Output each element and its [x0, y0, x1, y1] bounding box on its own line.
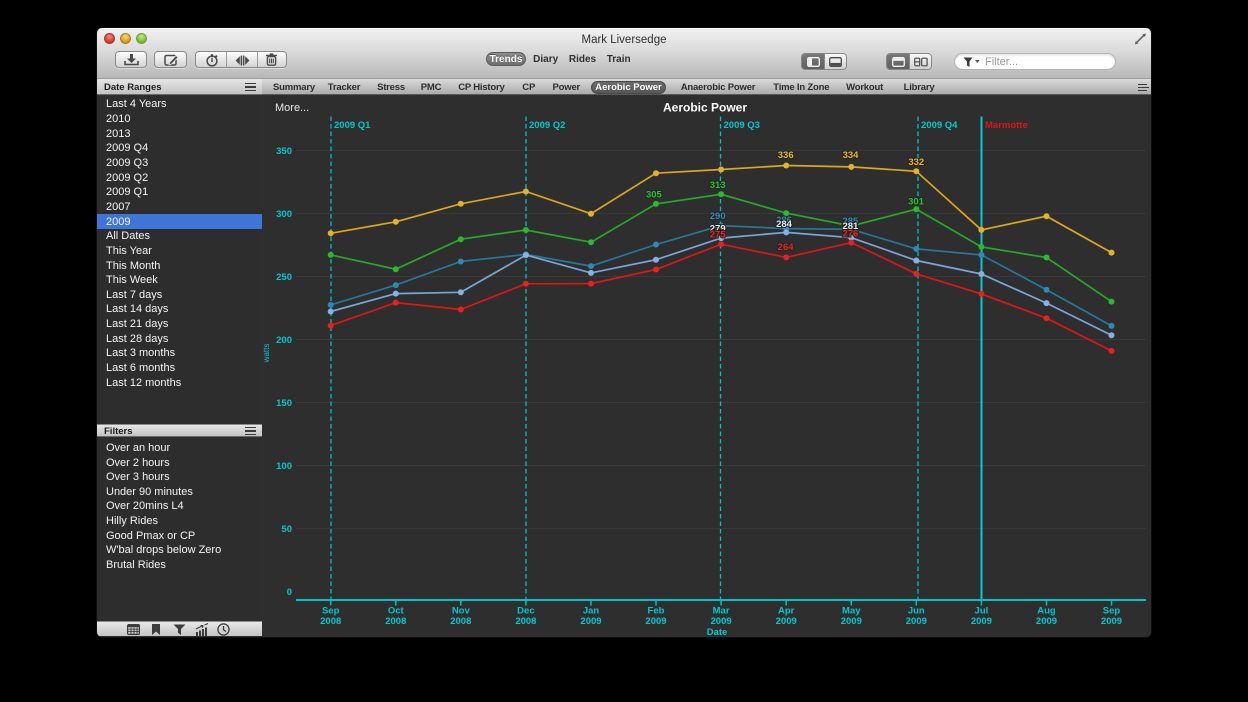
svg-text:290: 290 — [710, 211, 726, 222]
svg-text:Jan: Jan — [583, 606, 600, 617]
svg-text:Jun: Jun — [908, 606, 925, 617]
svg-text:286: 286 — [776, 215, 792, 226]
svg-text:Marmotte: Marmotte — [985, 120, 1028, 131]
svg-text:2008: 2008 — [515, 616, 536, 627]
svg-text:2009: 2009 — [841, 616, 862, 627]
svg-text:Sep: Sep — [322, 606, 340, 617]
svg-text:May: May — [842, 606, 861, 617]
svg-text:275: 275 — [710, 230, 727, 241]
svg-text:Sep: Sep — [1103, 606, 1121, 617]
svg-text:2008: 2008 — [450, 616, 471, 627]
svg-text:2009: 2009 — [1036, 616, 1057, 627]
svg-text:100: 100 — [276, 461, 292, 472]
svg-text:2008: 2008 — [385, 616, 406, 627]
svg-text:2009: 2009 — [580, 616, 601, 627]
svg-text:332: 332 — [908, 157, 924, 168]
svg-text:watts: watts — [262, 344, 271, 364]
svg-text:Aug: Aug — [1037, 606, 1056, 617]
svg-text:284: 284 — [776, 219, 793, 230]
svg-text:2008: 2008 — [320, 616, 341, 627]
svg-text:2009: 2009 — [711, 616, 732, 627]
svg-text:200: 200 — [276, 335, 292, 346]
svg-text:More...: More... — [275, 102, 309, 114]
svg-text:2009 Q1: 2009 Q1 — [334, 120, 371, 131]
svg-text:Aerobic Power: Aerobic Power — [663, 101, 747, 115]
svg-text:281: 281 — [842, 221, 859, 232]
svg-text:50: 50 — [281, 524, 292, 535]
svg-text:334: 334 — [843, 150, 860, 161]
svg-text:2009 Q4: 2009 Q4 — [921, 120, 958, 131]
svg-text:Apr: Apr — [778, 606, 795, 617]
svg-text:2009 Q2: 2009 Q2 — [529, 120, 565, 131]
svg-text:Feb: Feb — [648, 606, 665, 617]
svg-text:301: 301 — [908, 197, 925, 208]
svg-text:285: 285 — [842, 216, 859, 227]
svg-text:2009: 2009 — [645, 616, 666, 627]
svg-text:2009 Q3: 2009 Q3 — [724, 120, 760, 131]
svg-text:2009: 2009 — [1101, 616, 1122, 627]
svg-text:Date: Date — [707, 627, 728, 637]
svg-text:300: 300 — [276, 209, 292, 220]
svg-text:250: 250 — [276, 272, 292, 283]
svg-text:150: 150 — [276, 398, 292, 409]
svg-text:305: 305 — [646, 190, 663, 201]
svg-text:264: 264 — [778, 242, 795, 253]
svg-text:276: 276 — [842, 228, 858, 239]
svg-text:2009: 2009 — [971, 616, 992, 627]
svg-text:279: 279 — [710, 223, 726, 234]
svg-text:2009: 2009 — [776, 616, 797, 627]
svg-text:350: 350 — [276, 146, 292, 157]
svg-text:313: 313 — [710, 180, 726, 191]
svg-text:Oct: Oct — [388, 606, 405, 617]
svg-text:0: 0 — [287, 587, 292, 598]
svg-text:Mar: Mar — [713, 606, 730, 617]
svg-text:Nov: Nov — [452, 606, 471, 617]
svg-text:336: 336 — [778, 150, 794, 161]
svg-text:2009: 2009 — [906, 616, 927, 627]
svg-text:Dec: Dec — [517, 606, 534, 617]
svg-text:Jul: Jul — [975, 606, 989, 617]
